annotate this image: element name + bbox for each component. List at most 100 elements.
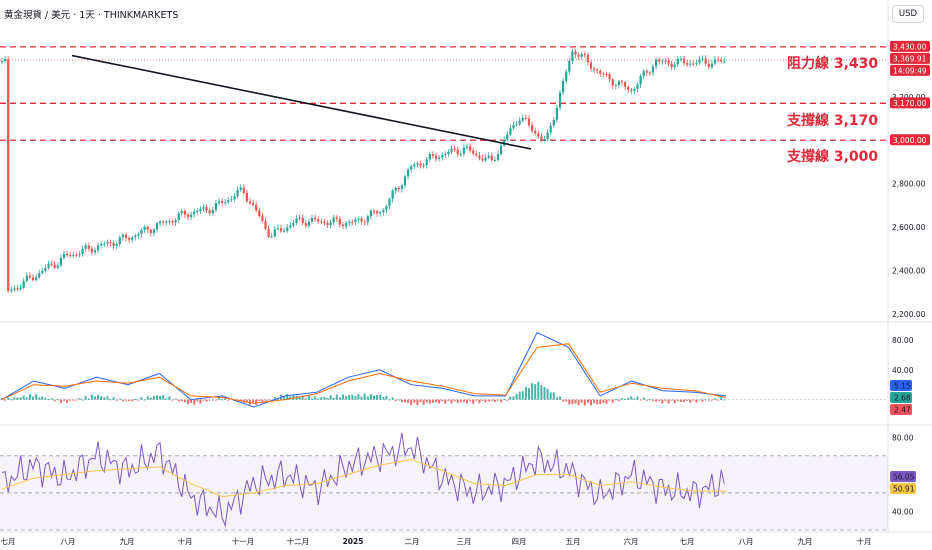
price-tag: 3,170.00 [890,97,930,109]
macd-histogram-bar [329,395,332,400]
candle-body [583,54,586,56]
macd-histogram-bar [528,388,530,400]
y-tick-label: 2,800.00 [892,180,926,189]
macd-histogram-bar [63,399,65,401]
price-tag-label: 3,000.00 [893,136,927,145]
macd-histogram-bar [509,396,512,400]
macd-histogram-bar [41,396,44,400]
candle-body [608,74,611,80]
candle-body [512,124,515,129]
candle-body [258,210,261,217]
candle-body [16,288,19,290]
candle-body [391,190,394,199]
macd-histogram-bar [159,395,162,400]
macd-histogram-bar [35,394,38,400]
candle-body [196,210,199,212]
macd-histogram-bar [304,398,307,400]
candle-body [434,155,438,159]
macd-histogram-bar [354,395,357,400]
x-tick-label: 十月 [178,536,193,546]
rsi-tag-label: 56.05 [893,473,915,482]
candle-body [140,229,143,235]
macd-tag [890,380,912,391]
macd-histogram-bar [320,397,323,400]
candle-body [38,273,41,278]
candle-body [627,86,630,90]
candle-body [506,134,509,140]
candle-body [425,159,428,166]
candle-body [689,63,692,65]
macd-histogram-bar [456,399,459,403]
macd-histogram-bar [673,399,676,404]
candle-body [465,146,469,148]
support-label-3170: 支撐線 3,170 [787,113,879,129]
macd-histogram-bar [286,394,289,400]
candle-body [78,254,81,256]
candle-body [233,196,236,200]
macd-histogram-bar [422,399,425,405]
macd-histogram-bar [385,395,388,400]
candle-body [407,169,410,177]
macd-histogram-bar [692,399,695,401]
macd-histogram-bar [115,399,118,401]
candle-body [540,136,543,140]
candle-body [149,229,152,233]
macd-histogram-bar [264,399,267,401]
candle-body [329,222,332,226]
candle-body [552,119,555,126]
macd-histogram-bar [546,388,549,400]
macd-histogram-bar [515,393,518,400]
candle-body [22,281,25,288]
x-tick-label: 九月 [798,537,813,546]
price-tag-bg [890,64,930,76]
macd-histogram-bar [261,399,264,403]
candle-body [155,223,159,230]
candle-body [602,73,605,75]
candle-body [636,84,639,89]
candle-body [264,220,267,229]
macd-histogram-bar [345,396,348,400]
macd-histogram-bar [323,396,326,400]
candle-body [25,275,28,282]
candle-body [81,248,84,255]
macd-histogram-bar [701,399,704,402]
y-tick-label: 2,400.00 [892,267,926,276]
macd-histogram-bar [605,399,608,404]
candle-body [655,59,658,67]
macd-histogram-bar [574,399,577,404]
macd-histogram-bar [428,399,431,404]
macd-histogram-bar [636,396,639,400]
macd-histogram-bar [549,392,552,400]
x-tick-label: 二月 [405,537,420,546]
macd-histogram-bar [534,384,537,400]
currency-button[interactable]: USD [892,5,924,23]
macd-histogram-bar [56,399,59,401]
macd-histogram-bar [388,399,391,401]
x-tick-label: 十一月 [232,536,255,546]
candle-body [531,125,534,131]
macd-histogram-bar [90,394,93,400]
candle-body [345,223,348,227]
macd-histogram-bar [44,397,47,400]
candle-body [168,221,171,223]
macd-histogram-bar [32,396,34,400]
candle-body [317,219,320,222]
price-tag-label: 14:09:49 [893,66,927,75]
macd-histogram-bar [667,399,670,404]
macd-histogram-bar [252,399,255,403]
macd-histogram-bar [106,396,109,400]
macd-histogram-bar [273,396,276,400]
price-tag-bg [890,40,930,52]
macd-histogram-bar [84,396,87,400]
rsi-y-tick: 80.00 [892,433,914,442]
candle-body [174,219,177,223]
candle-body [224,202,227,204]
rsi-tag [890,483,916,494]
macd-histogram-bar [490,399,493,401]
candle-body [642,71,645,76]
candle-body [574,51,577,55]
candle-body [599,70,602,74]
candle-body [186,214,190,218]
macd-histogram-bar [466,399,468,404]
